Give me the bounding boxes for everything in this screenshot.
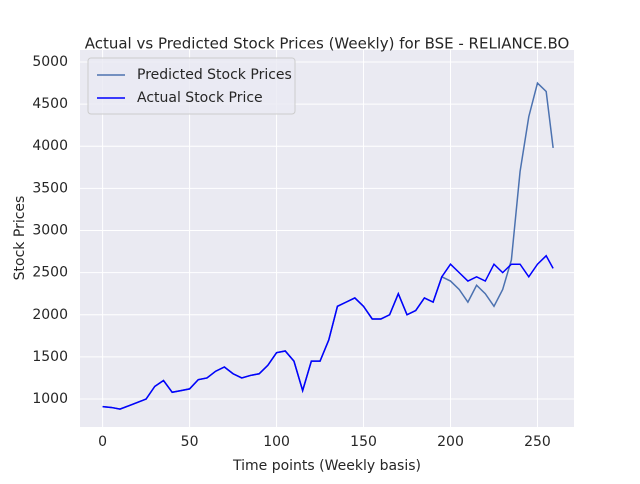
- y-tick-label: 4000: [32, 138, 68, 154]
- y-axis-label: Stock Prices: [12, 196, 28, 281]
- y-tick-label: 1000: [32, 391, 68, 407]
- y-tick-label: 3500: [32, 180, 68, 196]
- legend-label: Actual Stock Price: [137, 90, 263, 106]
- chart-title: Actual vs Predicted Stock Prices (Weekly…: [85, 35, 570, 53]
- y-tick-label: 2500: [32, 265, 68, 281]
- x-tick-label: 50: [181, 434, 199, 450]
- legend-box: [87, 57, 296, 115]
- y-tick-label: 5000: [32, 54, 68, 70]
- y-tick-label: 1500: [32, 349, 68, 365]
- y-tick-label: 2000: [32, 307, 68, 323]
- x-axis-label: Time points (Weekly basis): [232, 458, 421, 474]
- x-tick-label: 200: [437, 434, 464, 450]
- y-tick-label: 3000: [32, 222, 68, 238]
- x-tick-label: 250: [524, 434, 551, 450]
- legend-label: Predicted Stock Prices: [137, 67, 292, 83]
- x-tick-label: 100: [263, 434, 290, 450]
- x-tick-label: 150: [350, 434, 377, 450]
- data-line: [102, 254, 554, 410]
- x-tick-label: 0: [98, 434, 107, 450]
- y-tick-label: 4500: [32, 96, 68, 112]
